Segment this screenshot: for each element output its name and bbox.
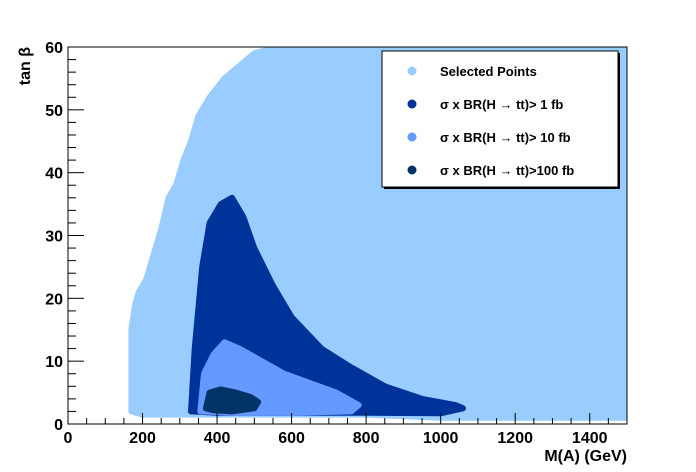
legend-box xyxy=(381,50,619,188)
x-axis-ticks: 0 200 400 600 800 1000 1200 1400 xyxy=(64,413,628,447)
legend: Selected Points σ x BR(H → tt)> 1 fb σ x B… xyxy=(381,50,620,189)
legend-marker xyxy=(407,66,417,76)
legend-marker xyxy=(407,165,417,175)
x-axis-title: M(A) (GeV) xyxy=(544,448,627,465)
y-axis-ticks: 0 10 20 30 40 50 60 xyxy=(45,40,84,434)
y-axis-title: tan β xyxy=(17,47,34,85)
y-tick-label: 50 xyxy=(45,103,63,120)
x-tick-label: 1200 xyxy=(497,430,533,447)
x-tick-label: 400 xyxy=(204,430,231,447)
y-tick-label: 40 xyxy=(45,166,63,183)
legend-entry-label: σ x BR(H → tt)> 1 fb xyxy=(440,97,563,112)
legend-entry-label: Selected Points xyxy=(440,64,537,79)
x-tick-label: 0 xyxy=(64,430,73,447)
y-tick-label: 10 xyxy=(45,354,63,371)
x-tick-label: 600 xyxy=(278,430,305,447)
legend-marker xyxy=(407,132,417,142)
x-tick-label: 1000 xyxy=(423,430,459,447)
y-tick-label: 30 xyxy=(45,229,63,246)
legend-entry-label: σ x BR(H → tt)> 10 fb xyxy=(440,130,571,145)
x-tick-label: 1400 xyxy=(572,430,608,447)
y-tick-label: 0 xyxy=(54,417,63,434)
x-tick-label: 200 xyxy=(129,430,156,447)
x-tick-label: 800 xyxy=(353,430,380,447)
region-series-4 xyxy=(202,386,262,415)
y-tick-label: 60 xyxy=(45,40,63,57)
legend-marker xyxy=(407,99,417,109)
y-tick-label: 20 xyxy=(45,291,63,308)
legend-entry-label: σ x BR(H → tt)>100 fb xyxy=(440,163,574,178)
